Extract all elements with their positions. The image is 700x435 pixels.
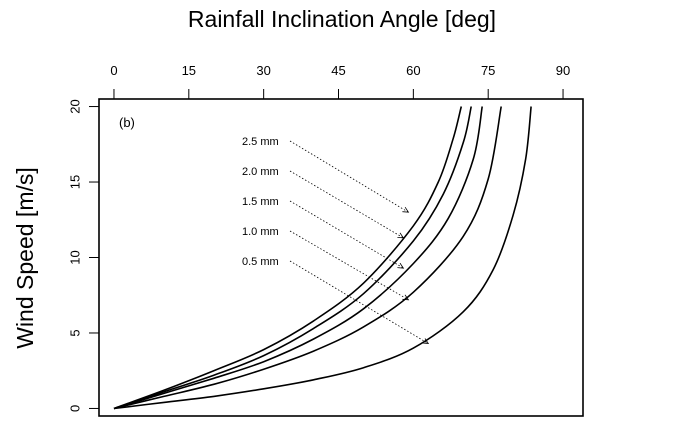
annotation-leader — [289, 200, 404, 269]
y-tick-label: 20 — [68, 99, 83, 113]
x-tick-label: 90 — [556, 63, 570, 78]
annotation-leader — [289, 140, 409, 213]
x-tick-label: 45 — [331, 63, 345, 78]
annotation-arrowhead — [402, 294, 410, 301]
y-tick-label: 5 — [68, 329, 83, 336]
x-tick-label: 15 — [182, 63, 196, 78]
plot-frame — [98, 98, 584, 417]
series-curves — [113, 106, 532, 410]
annotation-label: 1.0 mm — [242, 226, 279, 238]
y-tick-label: 15 — [68, 175, 83, 189]
y-tick-label: 0 — [68, 405, 83, 412]
annotation-leader — [289, 230, 409, 301]
annotation-leader — [289, 260, 429, 344]
series-line-15mm — [113, 106, 483, 410]
chart-title: Rainfall Inclination Angle [deg] — [188, 6, 496, 32]
series-line-10mm — [113, 106, 502, 410]
series-line-05mm — [113, 106, 532, 410]
annotation-label: 0.5 mm — [242, 256, 279, 268]
annotation-arrowhead — [397, 262, 405, 269]
panel-label: (b) — [119, 115, 135, 130]
x-tick-label: 60 — [406, 63, 420, 78]
annotation-arrowhead — [397, 232, 405, 239]
annotation-label: 2.0 mm — [242, 166, 279, 178]
annotation-arrowhead — [422, 338, 430, 344]
axis-ticks: 0 15 30 45 60 75 90 0 5 10 15 20 — [68, 63, 571, 412]
x-tick-label: 75 — [481, 63, 495, 78]
series-annotations: 2.5 mm 2.0 mm 1.5 mm 1.0 mm 0.5 mm — [242, 136, 430, 344]
annotation-label: 1.5 mm — [242, 196, 279, 208]
annotation-label: 2.5 mm — [242, 136, 279, 148]
annotation-leader — [289, 170, 404, 239]
series-line-25mm — [113, 106, 463, 410]
x-tick-label: 0 — [110, 63, 117, 78]
series-line-20mm — [113, 106, 472, 410]
annotation-arrowhead — [402, 206, 410, 213]
x-tick-label: 30 — [256, 63, 270, 78]
y-axis-label: Wind Speed [m/s] — [12, 167, 38, 349]
y-tick-label: 10 — [68, 250, 83, 264]
